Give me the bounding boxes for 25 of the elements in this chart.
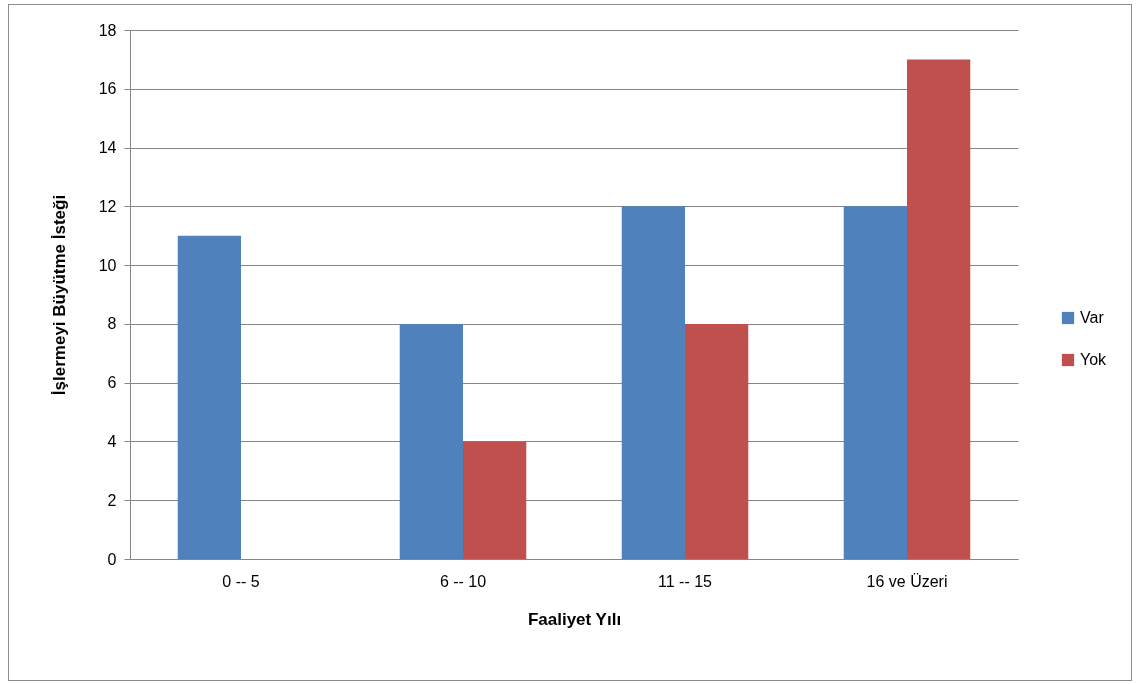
bar bbox=[843, 206, 907, 559]
y-tick-label: 14 bbox=[98, 139, 117, 157]
y-tick-label: 18 bbox=[98, 21, 117, 39]
bar bbox=[907, 59, 971, 559]
y-tick-label: 2 bbox=[107, 491, 117, 509]
bar bbox=[399, 323, 463, 559]
y-tick-label: 8 bbox=[107, 315, 117, 333]
y-tick-label: 10 bbox=[98, 256, 117, 274]
legend-label: Var bbox=[1080, 309, 1105, 326]
x-axis-title: Faaliyet Yılı bbox=[527, 609, 622, 629]
y-tick-label: 12 bbox=[98, 197, 117, 215]
y-tick-label: 0 bbox=[107, 550, 117, 568]
x-tick-label: 11 -- 15 bbox=[658, 572, 713, 590]
y-tick-label: 6 bbox=[107, 374, 117, 392]
y-tick-label: 4 bbox=[107, 432, 117, 450]
bar bbox=[177, 235, 241, 559]
bar bbox=[621, 206, 685, 559]
y-tick-label: 16 bbox=[98, 80, 117, 98]
legend-label: Yok bbox=[1080, 351, 1108, 368]
x-tick-label: 6 -- 10 bbox=[439, 572, 487, 590]
x-tick-label: 0 -- 5 bbox=[222, 572, 260, 590]
bar bbox=[685, 323, 749, 559]
y-axis-title: İşlermeyi Büyütme İsteği bbox=[49, 194, 69, 396]
x-tick-label: 16 ve Üzeri bbox=[866, 572, 948, 590]
bar bbox=[463, 441, 527, 559]
